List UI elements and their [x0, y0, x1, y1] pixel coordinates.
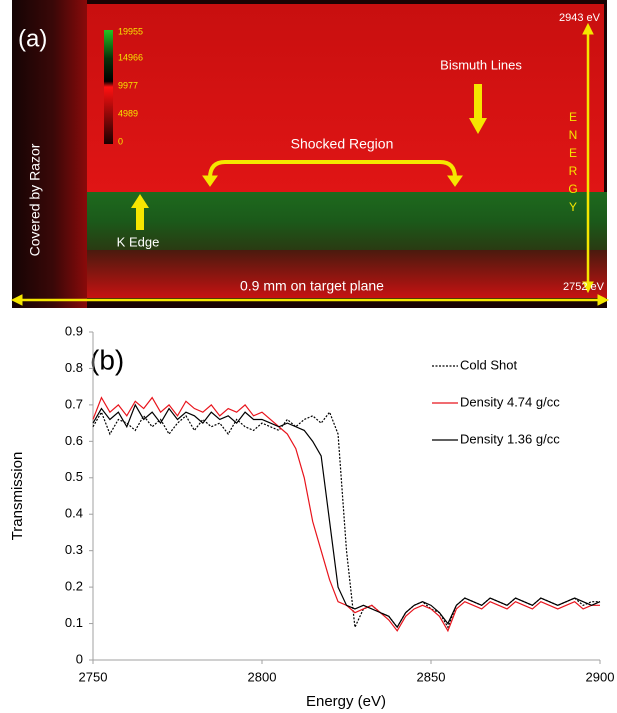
green-band	[85, 192, 607, 250]
x-tick-label: 2800	[248, 669, 277, 684]
x-tick-label: 2850	[417, 669, 446, 684]
y-axis-title: Transmission	[9, 452, 26, 541]
arrows	[10, 22, 610, 306]
shocked-bracket	[208, 160, 457, 179]
energy-low: 2752 eV	[563, 281, 605, 293]
panel-label: (b)	[90, 344, 124, 375]
y-tick-label: 0.3	[65, 542, 83, 557]
energy-axis-label: ENERGY	[566, 110, 580, 218]
lower-region	[85, 250, 607, 298]
y-tick-label: 0.9	[65, 323, 83, 338]
bismuth-label: Bismuth Lines	[440, 57, 522, 72]
arrow-head	[597, 294, 610, 306]
series-line	[92, 410, 600, 630]
razor-region	[12, 0, 87, 308]
colorbar-label: 4989	[118, 108, 138, 118]
k-edge-arrow	[131, 194, 149, 230]
y-tick-label: 0.1	[65, 615, 83, 630]
bismuth-arrow	[469, 84, 487, 134]
y-tick-label: 0.4	[65, 506, 83, 521]
series-line	[92, 403, 601, 629]
k-edge-label: K Edge	[117, 234, 160, 249]
legend-label: Cold Shot	[460, 357, 517, 372]
x-tick-label: 2900	[586, 669, 615, 684]
x-axis-title: Energy (eV)	[306, 693, 386, 710]
colorbar-label: 14966	[118, 52, 143, 62]
arrow-head	[582, 22, 594, 35]
arrow-head	[10, 294, 23, 306]
arrow-head	[582, 281, 594, 294]
x-tick-label: 2750	[79, 669, 108, 684]
arrow-head	[202, 175, 218, 187]
image-panel: (a) 19955 14966 9977 4989 0 Covered by R…	[10, 0, 610, 308]
arrow-head	[447, 175, 463, 187]
colorbar	[104, 30, 113, 144]
y-tick-label: 0.5	[65, 469, 83, 484]
series-line	[92, 396, 600, 633]
y-tick-label: 0	[76, 651, 83, 666]
energy-high: 2943 eV	[559, 12, 601, 24]
shocked-label: Shocked Region	[291, 136, 394, 152]
legend-label: Density 1.36 g/cc	[460, 431, 560, 446]
colorbar-label: 9977	[118, 80, 138, 90]
razor-label: Covered by Razor	[27, 143, 43, 256]
panel-label: (a)	[18, 25, 47, 52]
scale-label: 0.9 mm on target plane	[240, 278, 384, 294]
y-tick-label: 0.2	[65, 579, 83, 594]
colorbar-label: 19955	[118, 26, 143, 36]
y-tick-label: 0.6	[65, 433, 83, 448]
y-tick-label: 0.8	[65, 360, 83, 375]
colorbar-label: 0	[118, 136, 123, 146]
legend-label: Density 4.74 g/cc	[460, 394, 560, 409]
y-tick-label: 0.7	[65, 396, 83, 411]
